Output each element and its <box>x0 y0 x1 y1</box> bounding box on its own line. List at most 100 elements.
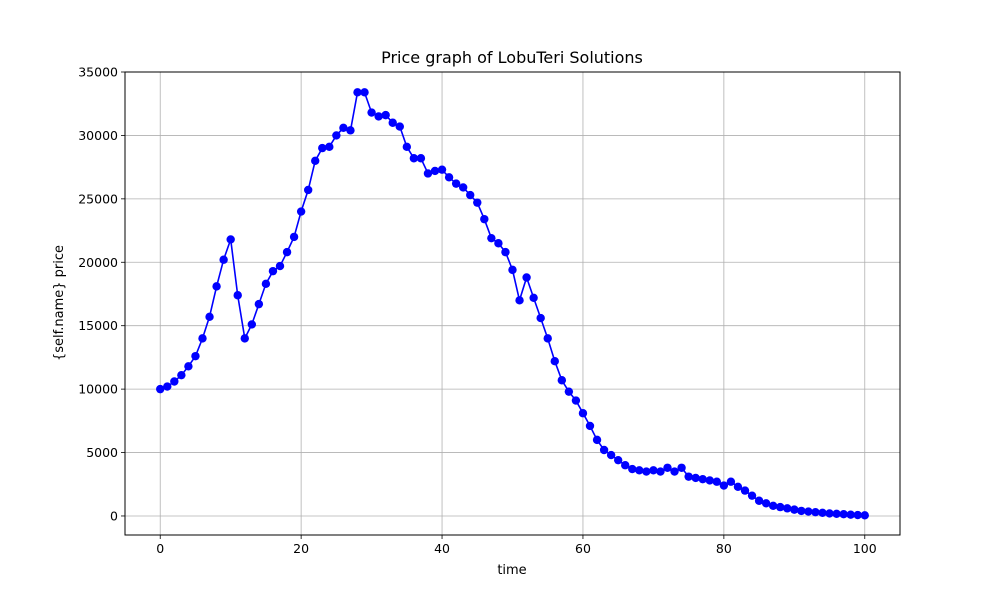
data-point <box>811 507 820 517</box>
data-point <box>628 464 637 474</box>
data-point <box>360 88 369 97</box>
data-point <box>395 122 404 131</box>
data-point <box>318 143 327 153</box>
data-point <box>846 510 855 519</box>
data-point <box>423 169 433 178</box>
data-point <box>670 467 679 476</box>
data-point <box>247 320 257 329</box>
data-point <box>346 126 355 135</box>
data-point <box>768 501 778 511</box>
series-markers <box>156 88 869 520</box>
y-axis-ticks: 0 5000 10000 15000 20000 25000 30000 35000 <box>78 65 125 523</box>
data-point <box>797 506 806 516</box>
data-point <box>740 486 750 495</box>
data-point <box>332 131 341 140</box>
data-point <box>184 362 193 371</box>
data-point <box>416 154 426 163</box>
data-point <box>543 334 552 343</box>
data-point <box>733 482 743 491</box>
data-point <box>522 273 531 282</box>
data-point <box>254 299 264 309</box>
data-point <box>621 461 630 470</box>
data-point <box>261 279 271 289</box>
data-point <box>691 473 700 483</box>
x-axis-ticks: 0 20 40 60 80 100 <box>156 535 877 556</box>
plot-background <box>125 72 900 535</box>
data-point <box>430 166 440 176</box>
data-point <box>409 154 419 163</box>
y-axis-label: {self.name} price <box>52 245 67 361</box>
data-point <box>170 377 179 386</box>
data-point <box>783 504 792 513</box>
data-point <box>656 467 665 476</box>
data-point <box>353 88 362 97</box>
data-point <box>761 499 771 508</box>
data-point <box>212 282 221 291</box>
data-point <box>473 198 482 207</box>
data-point <box>776 502 785 512</box>
data-point <box>339 123 348 133</box>
data-point <box>642 467 651 476</box>
data-point <box>557 376 567 385</box>
data-point <box>402 142 412 152</box>
data-point <box>719 481 729 490</box>
data-point <box>388 118 397 127</box>
x-axis-label: time <box>497 563 526 578</box>
data-point <box>205 312 214 322</box>
plot-frame <box>124 71 901 536</box>
data-point <box>677 463 686 472</box>
x-tick-label: 60 <box>575 541 591 556</box>
data-point <box>458 183 468 192</box>
data-point <box>226 235 235 244</box>
data-point <box>296 207 306 216</box>
data-point <box>825 509 834 518</box>
data-point <box>177 370 186 380</box>
data-point <box>163 382 172 391</box>
data-point <box>268 266 278 276</box>
y-tick-label: 35000 <box>78 65 118 80</box>
y-tick-label: 25000 <box>78 191 118 206</box>
data-point <box>790 505 799 514</box>
data-point <box>303 185 313 195</box>
data-point <box>698 474 707 484</box>
data-point <box>515 296 524 305</box>
x-tick-label: 100 <box>853 541 877 556</box>
data-point <box>571 396 581 405</box>
y-tick-label: 10000 <box>78 382 118 397</box>
data-point <box>818 508 827 518</box>
chart-title: Price graph of LobuTeri Solutions <box>381 48 643 67</box>
data-point <box>219 255 228 264</box>
data-point <box>289 232 299 242</box>
data-point <box>240 334 249 343</box>
data-point <box>832 509 841 519</box>
data-point <box>684 472 693 481</box>
data-point <box>198 334 207 343</box>
data-point <box>804 507 813 516</box>
data-point <box>466 190 475 200</box>
y-tick-label: 20000 <box>78 255 118 270</box>
data-point <box>839 509 848 519</box>
data-point <box>437 165 447 174</box>
data-point <box>649 466 658 475</box>
data-point <box>282 247 292 257</box>
data-point <box>613 455 623 465</box>
data-point <box>487 233 496 243</box>
data-point <box>508 265 517 275</box>
data-point <box>501 247 510 257</box>
data-point <box>726 477 736 486</box>
data-point <box>156 384 165 394</box>
data-point <box>325 142 334 152</box>
data-point <box>367 108 376 117</box>
data-point <box>536 313 545 323</box>
data-point <box>480 214 489 224</box>
data-point <box>585 421 595 431</box>
data-point <box>754 496 764 505</box>
data-point <box>550 357 559 366</box>
data-point <box>712 477 722 486</box>
data-point <box>599 445 609 455</box>
x-tick-label: 40 <box>434 541 450 556</box>
x-tick-label: 20 <box>293 541 309 556</box>
data-point <box>374 112 383 121</box>
x-tick-label: 0 <box>156 541 164 556</box>
